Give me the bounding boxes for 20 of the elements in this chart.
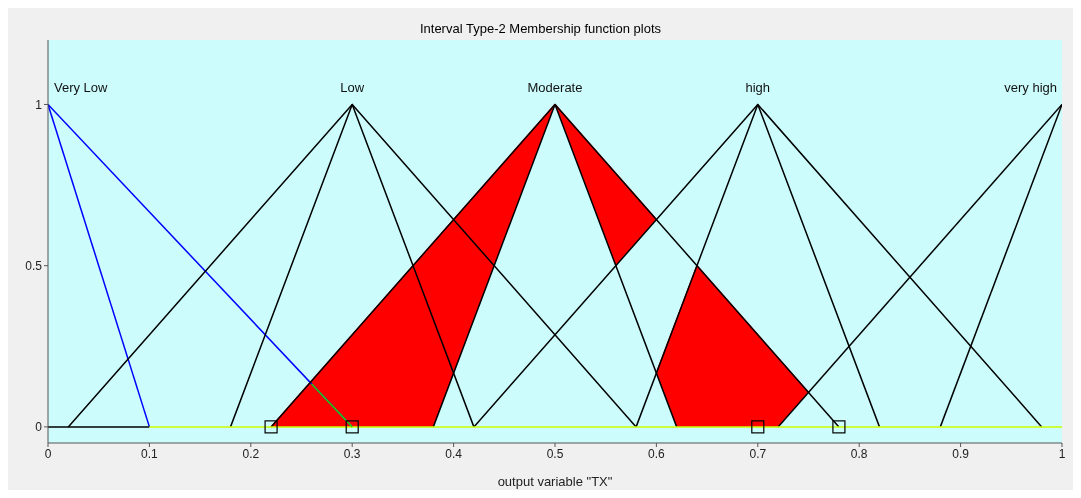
annotation: Very Low [54, 79, 108, 95]
annotation: high [745, 79, 771, 95]
x-tick-label: 0.2 [242, 446, 260, 461]
annotation: Low [340, 79, 365, 95]
x-tick-label: 0.3 [343, 446, 361, 461]
x-axis-title: output variable "TX" [497, 474, 613, 489]
chart-title: Interval Type-2 Membership function plots [418, 21, 663, 36]
x-tick-label: 0.9 [952, 446, 970, 461]
annotation: very high [1004, 79, 1057, 95]
x-tick-label: 1 [1058, 446, 1066, 461]
x-tick-label: 0.8 [850, 446, 868, 461]
x-tick-label: 0.7 [749, 446, 767, 461]
x-tick-label: 0.6 [648, 446, 666, 461]
x-tick-label: 0.1 [141, 446, 159, 461]
y-tick-label: 1 [35, 97, 43, 112]
y-tick-label: 0 [35, 420, 43, 435]
y-tick-label: 0.5 [25, 258, 43, 273]
x-tick-label: 0.4 [445, 446, 463, 461]
annotation: Moderate [527, 79, 583, 95]
x-tick-label: 0.5 [546, 446, 564, 461]
